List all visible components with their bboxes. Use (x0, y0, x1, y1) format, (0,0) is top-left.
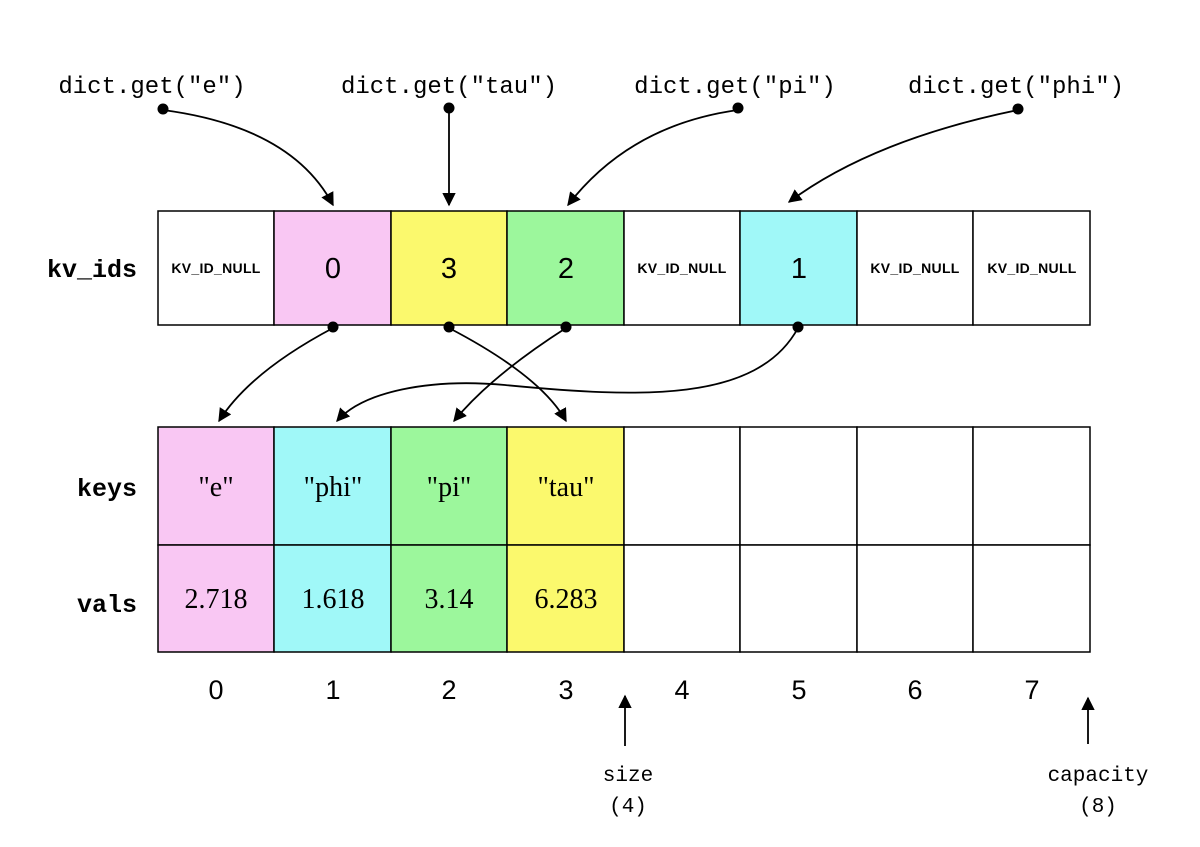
capacity-label: capacity (1048, 765, 1149, 788)
dot-slot-5 (792, 321, 804, 333)
dot-get-e (157, 103, 169, 115)
index-label-1: 1 (325, 675, 340, 705)
vals-value-1: 1.618 (302, 584, 365, 615)
index-label-0: 0 (208, 675, 223, 705)
keys-value-2: "pi" (427, 472, 472, 503)
keys-cell-5 (739, 426, 858, 546)
kv-ids-value-0: KV_ID_NULL (171, 260, 260, 276)
keys-value-3: "tau" (537, 472, 594, 503)
query-label-pi: dict.get("pi") (634, 74, 836, 101)
vals-cell-6 (856, 544, 974, 653)
keys-cell-4 (623, 426, 741, 546)
index-label-7: 7 (1024, 675, 1039, 705)
index-label-4: 4 (674, 675, 689, 705)
vals-value-3: 6.283 (535, 584, 598, 615)
vals-cell-2 (390, 544, 508, 653)
arrow-get-e-to-slot-1 (162, 109, 334, 207)
kv-ids-cell-5 (739, 210, 858, 326)
vals-row-label: vals (77, 591, 137, 620)
query-label-tau: dict.get("tau") (341, 74, 557, 101)
keys-cell-3 (506, 426, 625, 546)
kv-ids-value-6: KV_ID_NULL (870, 260, 959, 276)
kv-ids-value-4: KV_ID_NULL (637, 260, 726, 276)
vals-cell-7 (972, 544, 1091, 653)
kv-ids-cell-0 (157, 210, 275, 326)
size-label: size (603, 765, 653, 788)
keys-value-0: "e" (198, 472, 233, 503)
arrow-slot-5-to-key-1 (336, 327, 799, 423)
kv-ids-value-1: 0 (325, 253, 341, 285)
index-label-5: 5 (791, 675, 806, 705)
arrow-slot-3-to-key-2 (453, 327, 567, 423)
kv-ids-value-2: 3 (441, 253, 457, 285)
vals-cell-4 (623, 544, 741, 653)
kv-ids-value-7: KV_ID_NULL (987, 260, 1076, 276)
query-label-e: dict.get("e") (58, 74, 245, 101)
arrow-slot-2-to-key-3 (448, 327, 567, 423)
keys-value-1: "phi" (304, 472, 363, 503)
vals-cell-5 (739, 544, 858, 653)
kv-ids-value-3: 2 (558, 253, 574, 285)
vals-cell-0 (157, 544, 275, 653)
keys-cell-6 (856, 426, 974, 546)
keys-cell-2 (390, 426, 508, 546)
index-label-6: 6 (907, 675, 922, 705)
arrow-get-phi-to-slot-5 (787, 109, 1019, 203)
keys-cell-7 (972, 426, 1091, 546)
vals-value-0: 2.718 (185, 584, 248, 615)
arrow-get-pi-to-slot-3 (567, 109, 739, 207)
dot-get-tau (443, 102, 455, 114)
capacity-value: (8) (1079, 796, 1117, 819)
dot-get-phi (1012, 103, 1024, 115)
arrow-slot-1-to-key-0 (218, 327, 334, 423)
index-label-3: 3 (558, 675, 573, 705)
vals-value-2: 3.14 (425, 584, 474, 615)
size-value: (4) (609, 796, 647, 819)
kv-ids-cell-1 (273, 210, 392, 326)
vals-cell-1 (273, 544, 392, 653)
index-label-2: 2 (441, 675, 456, 705)
kv-ids-row-label: kv_ids (47, 256, 137, 285)
kv-ids-cell-7 (972, 210, 1091, 326)
kv-ids-value-5: 1 (791, 253, 807, 285)
query-label-phi: dict.get("phi") (908, 74, 1124, 101)
keys-row-label: keys (77, 475, 137, 504)
vals-cell-3 (506, 544, 625, 653)
dot-get-pi (732, 102, 744, 114)
